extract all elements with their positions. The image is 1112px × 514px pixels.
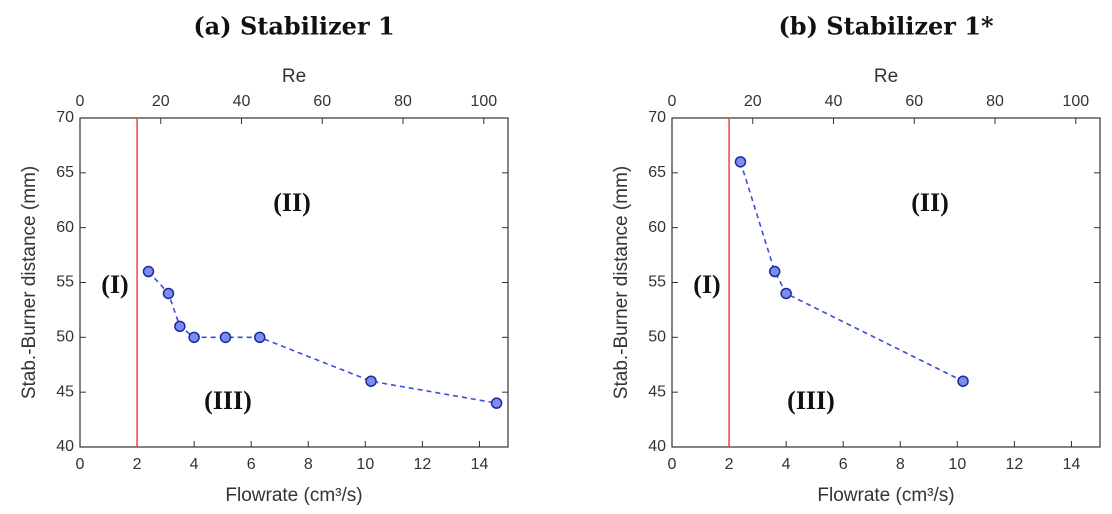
y-tick-label: 55 bbox=[648, 274, 666, 291]
x-tick-label: 4 bbox=[190, 456, 199, 473]
y-tick-label: 55 bbox=[56, 274, 74, 291]
y-tick-label: 50 bbox=[648, 329, 666, 346]
plot-frame bbox=[671, 117, 1101, 448]
region-label: (II) bbox=[273, 188, 311, 217]
x2-tick-label: 100 bbox=[1062, 93, 1089, 110]
region-label: (III) bbox=[787, 386, 835, 415]
x-tick-label: 0 bbox=[76, 456, 85, 473]
x-tick-label: 4 bbox=[782, 456, 791, 473]
x-tick-label: 2 bbox=[725, 456, 734, 473]
x2-tick-label: 40 bbox=[825, 93, 843, 110]
x-tick-label: 6 bbox=[839, 456, 848, 473]
x-tick-label: 14 bbox=[1063, 456, 1081, 473]
data-point bbox=[162, 287, 175, 300]
x-tick-label: 8 bbox=[304, 456, 313, 473]
x-tick-label: 12 bbox=[414, 456, 432, 473]
data-point bbox=[734, 156, 747, 168]
x-tick-label: 10 bbox=[948, 456, 966, 473]
x-tick-label: 12 bbox=[1006, 456, 1024, 473]
x2-tick-label: 20 bbox=[744, 93, 762, 110]
plot-frame bbox=[79, 117, 509, 448]
x-tick-label: 14 bbox=[471, 456, 489, 473]
x2-axis-label: Re bbox=[874, 66, 898, 87]
x-tick-label: 0 bbox=[668, 456, 677, 473]
y-tick-label: 45 bbox=[56, 383, 74, 400]
region-label: (II) bbox=[911, 188, 949, 217]
data-point bbox=[219, 331, 232, 344]
x-axis-label: Flowrate (cm³/s) bbox=[817, 485, 954, 506]
region-label: (I) bbox=[101, 270, 128, 299]
x2-tick-label: 80 bbox=[394, 93, 412, 110]
y-tick-label: 50 bbox=[56, 329, 74, 346]
x2-tick-label: 0 bbox=[76, 93, 85, 110]
data-point bbox=[365, 375, 377, 387]
x2-tick-label: 60 bbox=[905, 93, 923, 110]
region-label: (I) bbox=[693, 270, 720, 299]
data-point bbox=[174, 320, 186, 333]
x2-tick-label: 60 bbox=[313, 93, 331, 110]
x2-tick-label: 40 bbox=[233, 93, 251, 110]
region-label: (III) bbox=[204, 386, 252, 415]
x-axis-label: Flowrate (cm³/s) bbox=[225, 485, 362, 506]
series-line bbox=[147, 270, 497, 404]
y-tick-label: 70 bbox=[648, 109, 666, 126]
x-tick-label: 10 bbox=[356, 456, 374, 473]
chart-title: (b) Stabilizer 1* bbox=[778, 12, 994, 41]
y-tick-label: 40 bbox=[648, 438, 666, 455]
y-axis-label: Stab.-Burner distance (mm) bbox=[611, 166, 632, 399]
data-point bbox=[768, 265, 781, 278]
data-point bbox=[188, 331, 200, 344]
chart-title: (a) Stabilizer 1 bbox=[193, 12, 394, 41]
data-point bbox=[957, 375, 969, 387]
x2-tick-label: 100 bbox=[470, 93, 497, 110]
y-tick-label: 45 bbox=[648, 383, 666, 400]
y-tick-label: 70 bbox=[56, 109, 74, 126]
data-point bbox=[780, 287, 792, 300]
x-tick-label: 6 bbox=[247, 456, 256, 473]
x2-tick-label: 0 bbox=[668, 93, 677, 110]
x-tick-label: 8 bbox=[896, 456, 905, 473]
x2-tick-label: 80 bbox=[986, 93, 1004, 110]
y-axis-label: Stab.-Burner distance (mm) bbox=[19, 166, 40, 399]
x2-axis-label: Re bbox=[282, 66, 306, 87]
x2-tick-label: 20 bbox=[152, 93, 170, 110]
data-point bbox=[142, 265, 155, 278]
y-tick-label: 60 bbox=[56, 219, 74, 236]
x-tick-label: 2 bbox=[133, 456, 142, 473]
y-tick-label: 60 bbox=[648, 219, 666, 236]
y-tick-label: 65 bbox=[648, 164, 666, 181]
y-tick-label: 65 bbox=[56, 164, 74, 181]
data-point bbox=[490, 397, 503, 409]
y-tick-label: 40 bbox=[56, 438, 74, 455]
data-point bbox=[254, 331, 266, 344]
series-line bbox=[739, 161, 964, 382]
